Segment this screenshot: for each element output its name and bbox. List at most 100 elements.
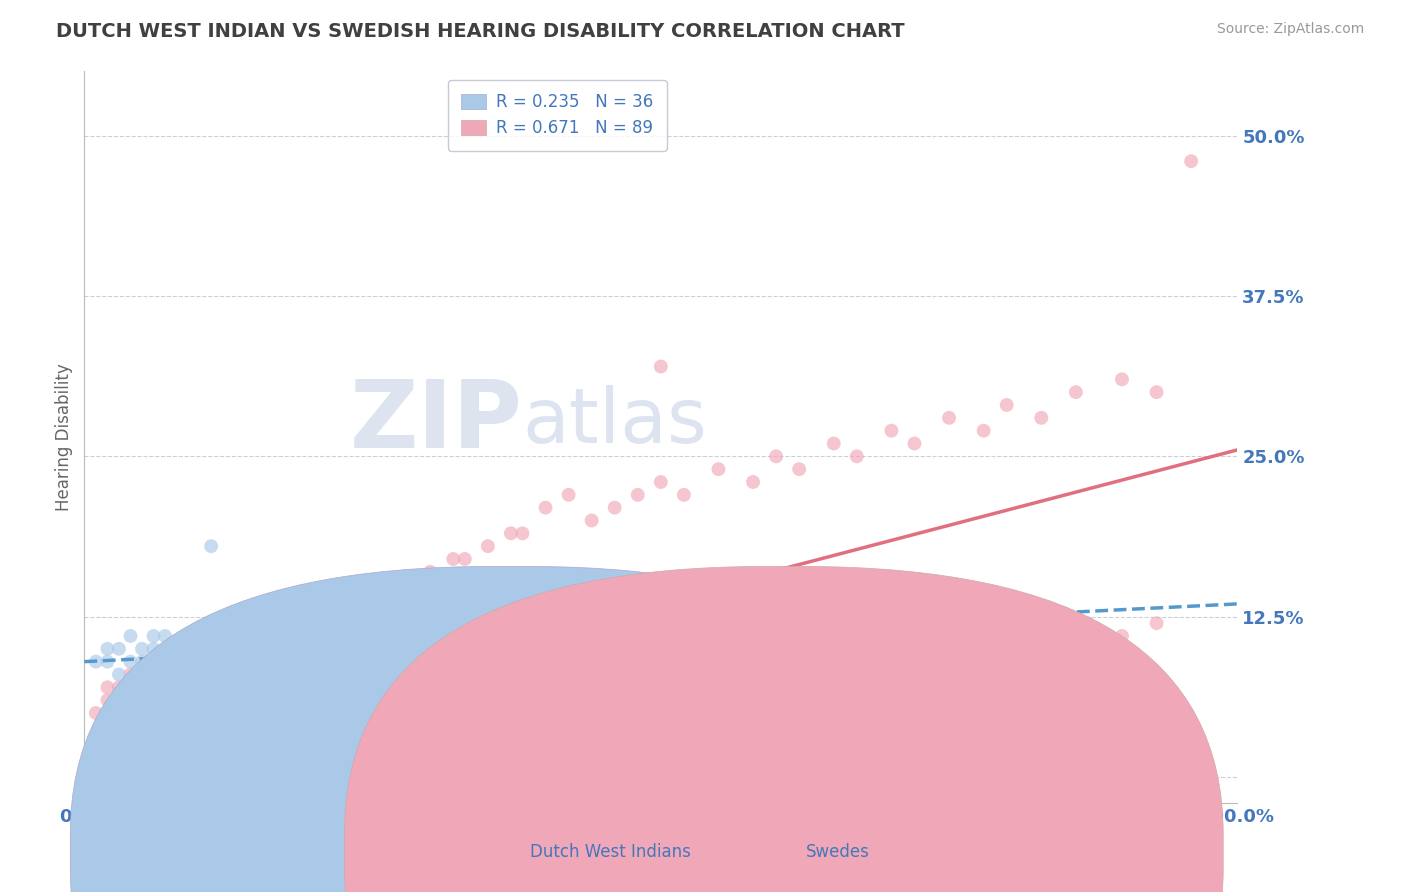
Point <box>1180 154 1202 169</box>
Point <box>153 655 176 669</box>
Point <box>211 693 233 707</box>
Point <box>361 591 384 605</box>
Point <box>292 629 315 643</box>
Point <box>1088 641 1111 656</box>
Point <box>534 500 557 515</box>
Point <box>592 641 614 656</box>
Point <box>765 693 787 707</box>
Point <box>707 641 730 656</box>
Point <box>84 706 107 720</box>
Point <box>650 629 672 643</box>
Point <box>800 641 823 656</box>
Point <box>84 744 107 758</box>
Point <box>419 565 441 579</box>
Point <box>246 655 269 669</box>
Point <box>131 706 153 720</box>
Point <box>1111 372 1133 386</box>
Point <box>707 616 730 631</box>
Point <box>211 667 233 681</box>
Point <box>441 552 464 566</box>
Point <box>257 655 280 669</box>
Point <box>627 488 650 502</box>
Point <box>131 641 153 656</box>
Point <box>477 539 499 553</box>
Point <box>1076 616 1098 631</box>
Point <box>419 629 441 643</box>
Point <box>188 719 211 733</box>
Point <box>973 629 995 643</box>
Point <box>131 744 153 758</box>
Point <box>512 526 534 541</box>
Point <box>650 359 672 374</box>
Point <box>995 398 1018 412</box>
Point <box>269 641 291 656</box>
Point <box>108 744 131 758</box>
Point <box>200 539 222 553</box>
Point <box>903 667 925 681</box>
Point <box>938 641 960 656</box>
Point <box>96 641 118 656</box>
Legend: R = 0.235   N = 36, R = 0.671   N = 89: R = 0.235 N = 36, R = 0.671 N = 89 <box>447 79 666 151</box>
Point <box>315 616 337 631</box>
Y-axis label: Hearing Disability: Hearing Disability <box>55 363 73 511</box>
Point <box>142 719 165 733</box>
Point <box>235 629 257 643</box>
Point <box>211 641 233 656</box>
Point <box>177 693 200 707</box>
Point <box>823 641 845 656</box>
Point <box>384 577 406 591</box>
Point <box>166 706 188 720</box>
Point <box>142 757 165 772</box>
Point <box>96 693 118 707</box>
Point <box>373 655 395 669</box>
Point <box>557 488 579 502</box>
Point <box>142 629 165 643</box>
Point <box>765 450 787 464</box>
Point <box>742 475 765 489</box>
Point <box>603 500 626 515</box>
Point <box>120 629 142 643</box>
Point <box>200 706 222 720</box>
Point <box>153 693 176 707</box>
Point <box>153 629 176 643</box>
Point <box>938 641 960 656</box>
Point <box>858 655 880 669</box>
Point <box>1031 410 1053 425</box>
Point <box>1146 385 1168 400</box>
Point <box>903 436 925 450</box>
Point <box>707 462 730 476</box>
Point <box>120 731 142 746</box>
Point <box>1064 385 1087 400</box>
Point <box>96 681 118 695</box>
Point <box>373 577 395 591</box>
Point <box>153 744 176 758</box>
Point <box>177 655 200 669</box>
Point <box>166 641 188 656</box>
Point <box>938 410 960 425</box>
Point <box>973 424 995 438</box>
Point <box>108 641 131 656</box>
Point <box>326 603 349 617</box>
Point <box>512 641 534 656</box>
Point <box>557 641 579 656</box>
Point <box>1031 641 1053 656</box>
Point <box>823 667 845 681</box>
Point <box>765 629 787 643</box>
Text: ZIP: ZIP <box>350 376 523 468</box>
Point <box>166 731 188 746</box>
Text: DUTCH WEST INDIAN VS SWEDISH HEARING DISABILITY CORRELATION CHART: DUTCH WEST INDIAN VS SWEDISH HEARING DIS… <box>56 22 905 41</box>
Point <box>995 629 1018 643</box>
Point <box>96 655 118 669</box>
Point <box>581 514 603 528</box>
Point <box>339 603 361 617</box>
Point <box>131 681 153 695</box>
Point <box>1111 629 1133 643</box>
Text: Dutch West Indians: Dutch West Indians <box>530 843 690 861</box>
Point <box>903 655 925 669</box>
Point <box>281 641 304 656</box>
Point <box>304 616 326 631</box>
Point <box>224 681 246 695</box>
Point <box>142 641 165 656</box>
Point <box>858 616 880 631</box>
Point <box>995 655 1018 669</box>
